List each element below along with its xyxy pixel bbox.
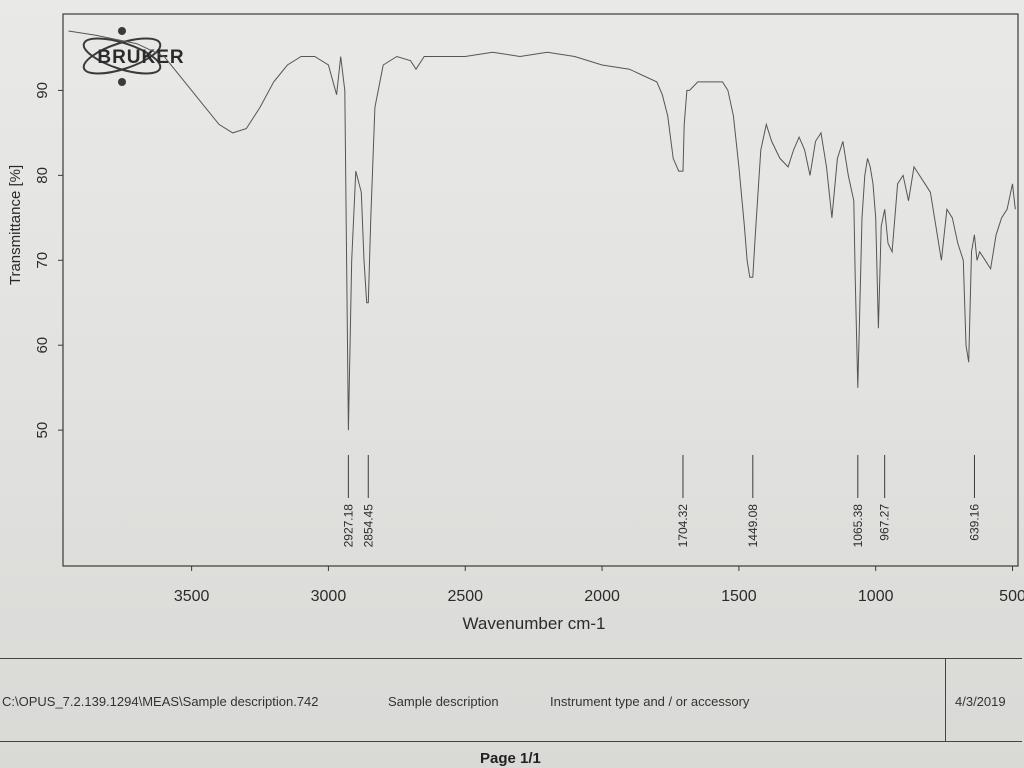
x-tick-label: 1000 [858, 588, 894, 605]
peak-label: 2854.45 [361, 504, 375, 548]
x-tick-label: 2000 [584, 588, 620, 605]
peak-label: 639.16 [967, 504, 981, 541]
y-axis-title: Transmittance [%] [7, 165, 24, 285]
x-tick-label: 1500 [721, 588, 757, 605]
peak-label: 1704.32 [676, 504, 690, 548]
instrument-type: Instrument type and / or accessory [550, 694, 750, 709]
peak-label: 2927.18 [341, 504, 355, 548]
plot-frame [62, 13, 1019, 567]
x-tick-label: 2500 [447, 588, 483, 605]
file-path: C:\OPUS_7.2.139.1294\MEAS\Sample descrip… [2, 694, 319, 709]
y-tick-label: 60 [34, 337, 51, 354]
peak-label: 1449.08 [746, 504, 760, 548]
peak-annotations: 2927.18 2854.45 1704.32 1449.08 1065.38 967.2… [341, 455, 981, 547]
page-number: Page 1/1 [480, 750, 541, 767]
svg-text:BRUKER: BRUKER [97, 47, 184, 68]
x-tick-label: 3000 [311, 588, 347, 605]
y-tick-label: 70 [34, 252, 51, 269]
measurement-date: 4/3/2019 [955, 694, 1006, 709]
x-tick-label: 3500 [174, 588, 210, 605]
y-tick-label: 50 [34, 422, 51, 439]
x-tick-label: 500 [999, 588, 1024, 605]
spectrum-line [68, 30, 1016, 431]
y-tick-label: 80 [34, 167, 51, 184]
ir-spectrum-chart: BRUKER 50 60 70 80 90 3500 3000 2500 2000 1500 10… [7, 13, 1024, 633]
y-tick-label: 90 [34, 82, 51, 99]
footer-info-bar: C:\OPUS_7.2.139.1294\MEAS\Sample descrip… [0, 658, 1022, 742]
bruker-logo: BRUKER [82, 27, 184, 86]
peak-label: 967.27 [878, 504, 892, 541]
peak-label: 1065.38 [851, 504, 865, 548]
sample-description: Sample description [388, 694, 499, 709]
x-axis-ticks: 3500 3000 2500 2000 1500 1000 500 [174, 566, 1024, 605]
footer-divider [945, 659, 946, 741]
x-axis-title: Wavenumber cm-1 [463, 614, 606, 633]
y-axis-ticks: 50 60 70 80 90 [34, 82, 63, 438]
